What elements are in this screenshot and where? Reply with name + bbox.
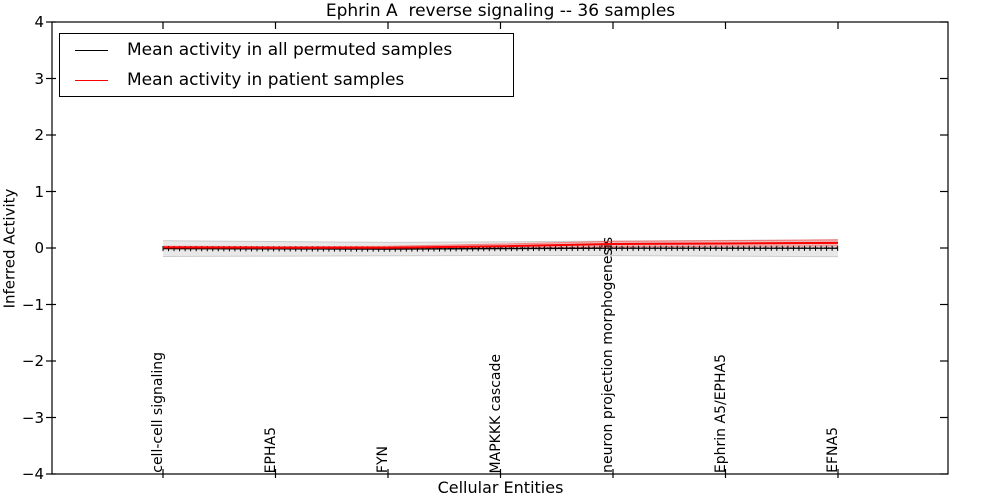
chart-title: Ephrin A reverse signaling -- 36 samples — [325, 1, 676, 21]
y-tick-label: 2 — [34, 126, 44, 144]
y-tick-label: 4 — [34, 13, 44, 31]
legend-item-patient: Mean activity in patient samples — [75, 67, 513, 93]
band-edge — [162, 254, 839, 258]
legend-line-red-icon — [75, 79, 108, 81]
y-axis-title: Inferred Activity — [0, 188, 19, 309]
legend-line-black-icon — [75, 49, 108, 51]
y-tick-label: −4 — [21, 465, 44, 483]
legend-box: Mean activity in all permuted samples Me… — [59, 33, 514, 97]
y-tick-label: −1 — [21, 295, 44, 314]
y-tick-label: 0 — [34, 239, 44, 257]
legend-label: Mean activity in patient samples — [127, 70, 405, 90]
x-axis-title: Cellular Entities — [437, 478, 564, 497]
band-edge — [162, 239, 839, 248]
y-tick-label: 3 — [34, 69, 44, 88]
y-tick-label: 1 — [34, 182, 44, 201]
y-tick-label: −3 — [21, 408, 44, 427]
plot-area — [46, 21, 949, 478]
series-line — [162, 241, 839, 249]
y-tick-label: −2 — [21, 352, 44, 370]
chart-canvas — [46, 21, 949, 478]
legend-item-permuted: Mean activity in all permuted samples — [75, 37, 513, 63]
legend-label: Mean activity in all permuted samples — [127, 40, 453, 60]
